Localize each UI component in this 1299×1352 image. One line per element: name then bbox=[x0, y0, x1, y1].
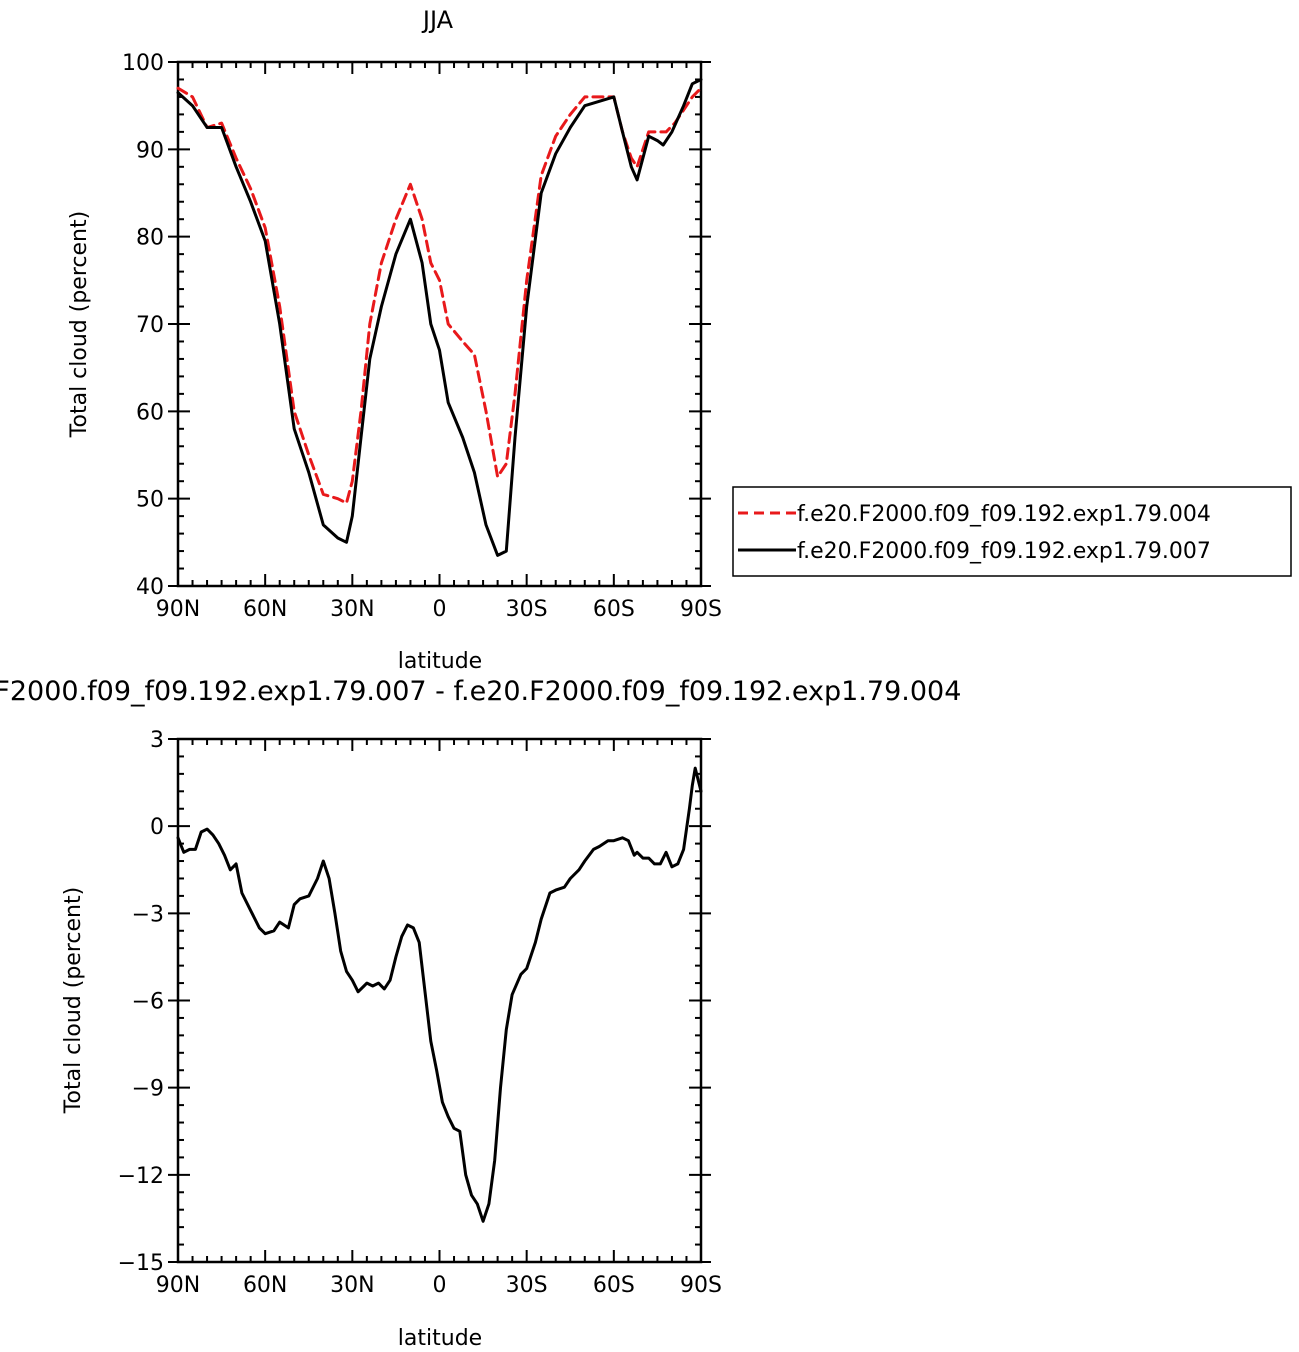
y-tick-label: 40 bbox=[136, 575, 164, 600]
series-line-1-0 bbox=[176, 766, 703, 1223]
x-tick-label: 60S bbox=[593, 1273, 635, 1298]
y-tick-label: −6 bbox=[132, 990, 164, 1015]
bottom-chart-title: f.e20.F2000.f09_f09.192.exp1.79.007 - f.… bbox=[0, 676, 961, 707]
y-tick-label: −12 bbox=[118, 1164, 164, 1189]
x-tick-label: 30S bbox=[506, 1273, 548, 1298]
y-tick-label: 90 bbox=[136, 138, 164, 163]
bottom-x-axis-label: latitude bbox=[398, 1326, 482, 1351]
series-line-0-0 bbox=[176, 86, 703, 505]
x-tick-label: 0 bbox=[433, 597, 447, 622]
y-tick-label: 100 bbox=[122, 51, 164, 76]
y-tick-label: 0 bbox=[150, 815, 164, 840]
x-tick-label: 60N bbox=[243, 1273, 287, 1298]
x-tick-label: 90S bbox=[680, 597, 722, 622]
y-tick-label: −9 bbox=[132, 1077, 164, 1102]
x-tick-label: 90S bbox=[680, 1273, 722, 1298]
x-tick-label: 60N bbox=[243, 597, 287, 622]
y-tick-label: −3 bbox=[132, 902, 164, 927]
y-tick-label: 50 bbox=[136, 488, 164, 513]
x-tick-label: 90N bbox=[156, 1273, 200, 1298]
series-line-0-1 bbox=[176, 78, 703, 557]
top-plot-area: 90N 60N 30N 0 30S 60S 90S 40 50 60 70 80 90 100 bbox=[122, 51, 722, 622]
y-tick-label: 80 bbox=[136, 226, 164, 251]
legend-box bbox=[732, 486, 1292, 577]
legend-label-series-007: f.e20.F2000.f09_f09.192.exp1.79.007 bbox=[797, 539, 1211, 564]
plot-frame bbox=[176, 737, 703, 1264]
bottom-plot-area: 90N 60N 30N 0 30S 60S 90S −15 −12 −9 −6 −3 0 3 bbox=[118, 728, 722, 1298]
bottom-panel: f.e20.F2000.f09_f09.192.exp1.79.007 - f.… bbox=[0, 676, 961, 1351]
x-tick-label: 60S bbox=[593, 597, 635, 622]
top-x-axis-label: latitude bbox=[398, 649, 482, 674]
plot-frame bbox=[176, 60, 703, 588]
y-tick-label: −15 bbox=[118, 1251, 164, 1276]
top-y-axis-label: Total cloud (percent) bbox=[67, 211, 92, 438]
top-panel: JJA 90N 60N 30N 0 30S 60S 90S 40 50 60 70 80 90 100 T… bbox=[67, 6, 1292, 674]
x-tick-label: 90N bbox=[156, 597, 200, 622]
bottom-y-axis-label: Total cloud (percent) bbox=[61, 887, 86, 1114]
legend-label-series-004: f.e20.F2000.f09_f09.192.exp1.79.004 bbox=[797, 502, 1211, 527]
legend: f.e20.F2000.f09_f09.192.exp1.79.004 f.e2… bbox=[732, 486, 1292, 577]
top-chart-title: JJA bbox=[421, 6, 454, 34]
x-tick-label: 0 bbox=[433, 1273, 447, 1298]
x-tick-label: 30N bbox=[330, 597, 374, 622]
y-tick-label: 3 bbox=[150, 728, 164, 753]
x-tick-label: 30S bbox=[506, 597, 548, 622]
x-tick-label: 30N bbox=[330, 1273, 374, 1298]
y-tick-label: 60 bbox=[136, 400, 164, 425]
y-tick-label: 70 bbox=[136, 313, 164, 338]
